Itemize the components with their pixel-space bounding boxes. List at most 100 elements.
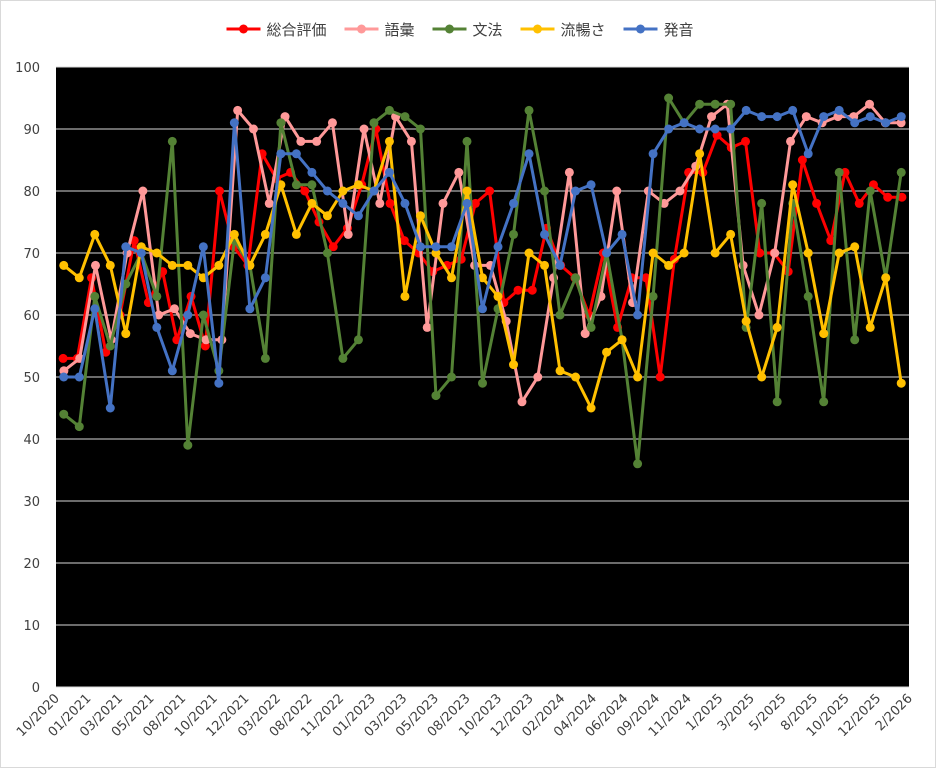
data-point [679, 248, 689, 258]
data-point [540, 186, 550, 196]
legend-swatch-marker [533, 24, 542, 34]
legend-item: 語彙 [344, 21, 415, 39]
data-point [586, 403, 596, 413]
data-point [214, 378, 224, 388]
data-point [517, 397, 527, 407]
data-point [726, 99, 736, 109]
legend-label: 文法 [473, 21, 503, 39]
data-point [648, 248, 658, 258]
data-point [90, 291, 100, 301]
data-point [338, 198, 348, 208]
y-tick-label: 80 [23, 185, 40, 200]
data-point [741, 105, 751, 115]
data-point [478, 304, 487, 314]
data-point [540, 229, 550, 239]
data-point [233, 105, 243, 115]
data-point [679, 118, 689, 128]
data-point [726, 229, 736, 239]
data-point [90, 260, 100, 270]
data-point [850, 335, 860, 345]
data-point [154, 310, 164, 320]
data-point [462, 186, 472, 196]
data-point [121, 329, 131, 339]
data-point [167, 260, 177, 270]
data-point [524, 248, 534, 258]
data-point [664, 93, 674, 103]
data-point [415, 211, 425, 221]
data-point [772, 322, 782, 332]
data-point [260, 273, 270, 283]
data-point [707, 112, 717, 122]
data-point [865, 322, 875, 332]
data-point [384, 105, 394, 115]
data-point [478, 378, 487, 388]
data-point [655, 372, 665, 382]
data-point [198, 242, 208, 252]
data-point [431, 391, 441, 401]
legend: 総合評価 語彙 文法 流暢さ 発音 [226, 21, 694, 39]
data-point [564, 167, 574, 177]
data-point [438, 198, 448, 208]
data-point [415, 242, 425, 252]
y-tick-label: 0 [32, 681, 40, 696]
data-point [710, 248, 720, 258]
data-point [478, 273, 487, 283]
data-point [524, 149, 534, 159]
data-point [612, 186, 622, 196]
y-tick-label: 100 [15, 61, 40, 76]
data-point [788, 180, 798, 190]
data-point [850, 242, 860, 252]
data-point [152, 322, 162, 332]
series-流暢さ [59, 136, 906, 413]
data-point [138, 186, 148, 196]
legend-swatch-marker [445, 24, 454, 34]
data-point [343, 229, 353, 239]
data-point [770, 248, 780, 258]
data-point [710, 99, 720, 109]
data-point [105, 403, 115, 413]
data-point [312, 136, 322, 146]
data-point [485, 186, 495, 196]
data-point [633, 372, 643, 382]
legend-label: 語彙 [385, 21, 415, 39]
data-point [819, 397, 829, 407]
data-point [602, 347, 612, 357]
y-tick-label: 70 [23, 247, 40, 262]
data-point [245, 304, 255, 314]
data-point [322, 211, 332, 221]
data-point [169, 304, 179, 314]
data-point [198, 310, 208, 320]
data-point [865, 99, 875, 109]
data-point [633, 310, 643, 320]
data-point [322, 186, 332, 196]
data-point [359, 124, 369, 134]
data-point [260, 229, 270, 239]
data-point [881, 273, 891, 283]
data-point [454, 167, 464, 177]
data-point [74, 273, 84, 283]
data-point [136, 248, 146, 258]
data-point [571, 273, 581, 283]
y-tick-label: 10 [23, 619, 40, 634]
data-point [757, 372, 767, 382]
data-point [819, 112, 829, 122]
data-point [167, 136, 177, 146]
data-point [755, 248, 765, 258]
data-point [338, 353, 348, 363]
legend-item: 文法 [432, 21, 503, 39]
data-point [883, 192, 893, 202]
data-point [617, 229, 627, 239]
data-point [493, 242, 503, 252]
data-point [865, 112, 875, 122]
data-point [602, 248, 612, 258]
series-語彙 [59, 99, 906, 407]
data-point [90, 304, 100, 314]
legend-swatch-marker [239, 24, 248, 34]
data-point [185, 329, 195, 339]
data-point [400, 112, 410, 122]
data-point [470, 198, 480, 208]
data-point [353, 211, 363, 221]
data-point [183, 440, 193, 450]
data-point [167, 366, 177, 376]
